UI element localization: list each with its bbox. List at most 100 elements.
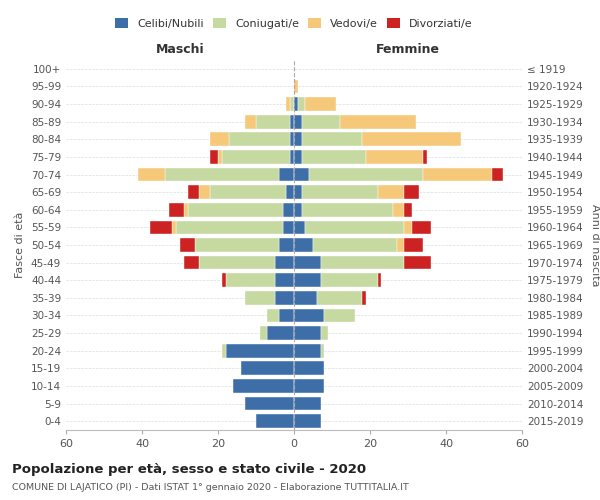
Bar [294, 274, 320, 287]
Bar [302, 150, 366, 164]
Bar [294, 80, 298, 94]
Bar [180, 238, 195, 252]
Bar [233, 379, 294, 393]
Bar [279, 308, 294, 322]
Bar [290, 97, 294, 111]
Bar [404, 220, 412, 234]
Bar [305, 220, 404, 234]
Bar [241, 362, 294, 375]
Bar [294, 256, 320, 270]
Bar [226, 274, 275, 287]
Bar [211, 132, 229, 146]
Bar [320, 256, 404, 270]
Bar [362, 291, 366, 304]
Bar [294, 326, 320, 340]
Bar [169, 203, 184, 216]
Text: Femmine: Femmine [376, 44, 440, 57]
Bar [302, 186, 377, 199]
Bar [286, 186, 294, 199]
Bar [286, 97, 290, 111]
Bar [423, 168, 491, 181]
Bar [283, 220, 294, 234]
Bar [294, 186, 302, 199]
Bar [218, 150, 222, 164]
Bar [377, 274, 382, 287]
Bar [245, 396, 294, 410]
Bar [245, 291, 275, 304]
Bar [294, 203, 302, 216]
Bar [290, 150, 294, 164]
Bar [138, 168, 165, 181]
Bar [176, 220, 283, 234]
Y-axis label: Fasce di età: Fasce di età [16, 212, 25, 278]
Y-axis label: Anni di nascita: Anni di nascita [590, 204, 600, 286]
Bar [211, 150, 218, 164]
Bar [317, 291, 362, 304]
Bar [294, 414, 320, 428]
Bar [294, 220, 305, 234]
Bar [294, 97, 298, 111]
Bar [294, 132, 302, 146]
Bar [404, 238, 423, 252]
Bar [325, 308, 355, 322]
Bar [377, 186, 404, 199]
Bar [275, 256, 294, 270]
Bar [309, 168, 423, 181]
Bar [283, 203, 294, 216]
Text: Maschi: Maschi [155, 44, 205, 57]
Bar [184, 203, 188, 216]
Bar [294, 379, 325, 393]
Bar [222, 274, 226, 287]
Bar [256, 115, 290, 128]
Bar [294, 344, 320, 358]
Text: COMUNE DI LAJATICO (PI) - Dati ISTAT 1° gennaio 2020 - Elaborazione TUTTITALIA.I: COMUNE DI LAJATICO (PI) - Dati ISTAT 1° … [12, 482, 409, 492]
Bar [294, 238, 313, 252]
Bar [275, 274, 294, 287]
Bar [294, 115, 302, 128]
Bar [294, 291, 317, 304]
Bar [302, 115, 340, 128]
Bar [294, 150, 302, 164]
Bar [226, 344, 294, 358]
Bar [423, 150, 427, 164]
Bar [279, 238, 294, 252]
Bar [404, 203, 412, 216]
Bar [404, 256, 431, 270]
Bar [279, 168, 294, 181]
Bar [222, 344, 226, 358]
Bar [275, 291, 294, 304]
Bar [320, 274, 377, 287]
Bar [256, 414, 294, 428]
Bar [491, 168, 503, 181]
Text: Popolazione per età, sesso e stato civile - 2020: Popolazione per età, sesso e stato civil… [12, 462, 366, 475]
Bar [222, 150, 290, 164]
Bar [184, 256, 199, 270]
Bar [412, 220, 431, 234]
Bar [302, 132, 362, 146]
Bar [404, 186, 419, 199]
Bar [294, 362, 325, 375]
Bar [393, 203, 404, 216]
Bar [165, 168, 279, 181]
Bar [188, 186, 199, 199]
Bar [320, 344, 325, 358]
Bar [294, 168, 309, 181]
Bar [294, 308, 325, 322]
Bar [229, 132, 290, 146]
Bar [211, 186, 286, 199]
Bar [268, 326, 294, 340]
Bar [366, 150, 423, 164]
Bar [245, 115, 256, 128]
Bar [340, 115, 416, 128]
Bar [302, 203, 393, 216]
Bar [172, 220, 176, 234]
Bar [188, 203, 283, 216]
Bar [268, 308, 279, 322]
Bar [290, 115, 294, 128]
Bar [397, 238, 404, 252]
Bar [199, 186, 211, 199]
Bar [260, 326, 268, 340]
Bar [320, 326, 328, 340]
Bar [294, 396, 320, 410]
Bar [305, 97, 336, 111]
